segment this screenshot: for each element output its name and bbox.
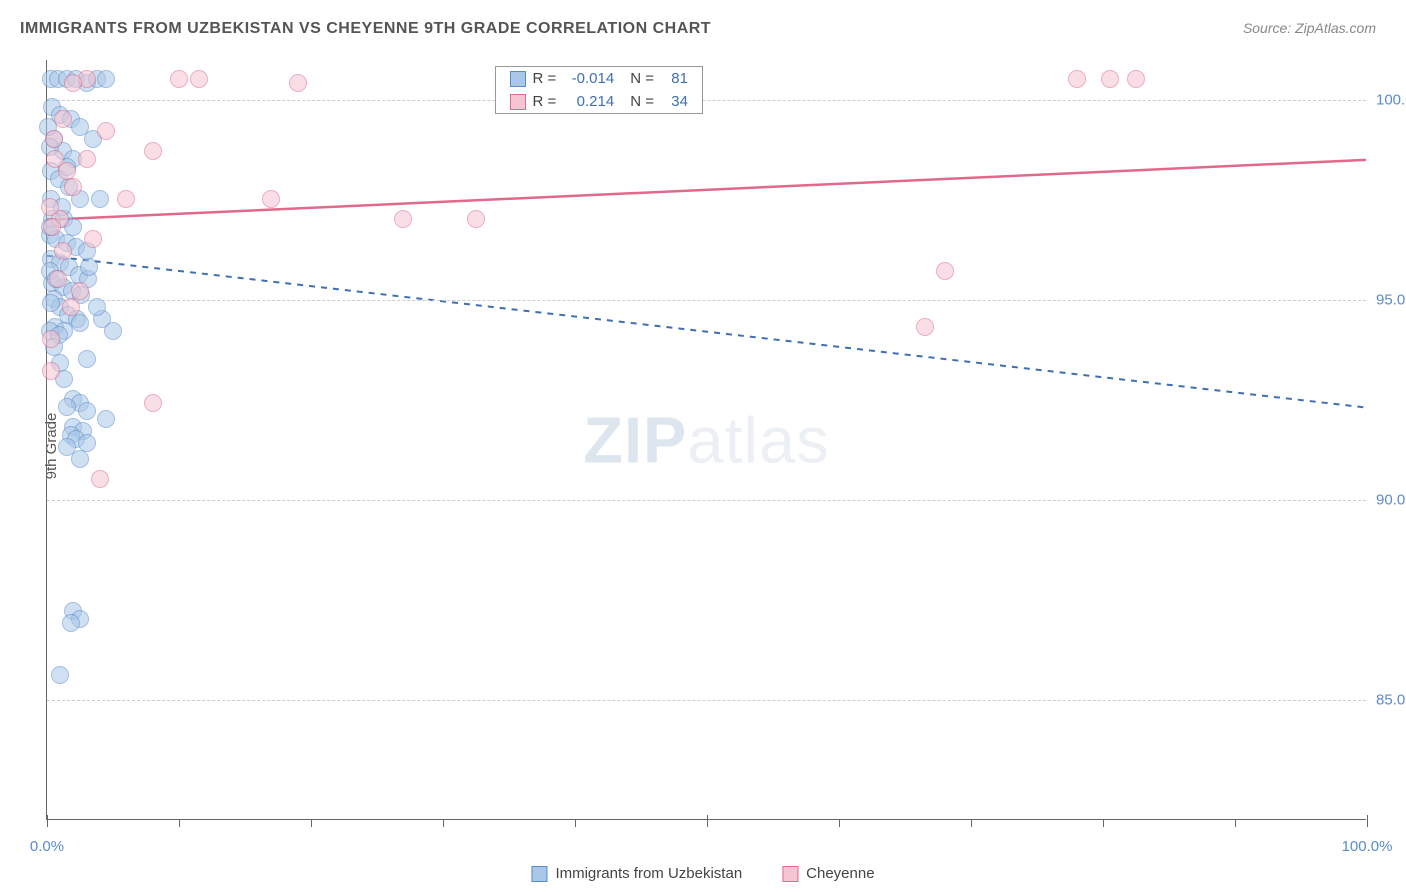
- data-point: [91, 190, 109, 208]
- x-tick: [1103, 819, 1104, 827]
- legend-row: R = 0.214 N = 34: [496, 90, 702, 113]
- data-point: [190, 70, 208, 88]
- legend-item: Immigrants from Uzbekistan: [531, 865, 742, 882]
- data-point: [394, 210, 412, 228]
- grid-line: [47, 500, 1366, 501]
- data-point: [916, 318, 934, 336]
- legend-n-value: 34: [660, 93, 688, 110]
- data-point: [58, 398, 76, 416]
- legend-row: R = -0.014 N = 81: [496, 67, 702, 90]
- x-tick: [971, 819, 972, 827]
- legend-r-value: -0.014: [562, 70, 614, 87]
- legend-swatch: [782, 866, 798, 882]
- data-point: [62, 298, 80, 316]
- legend-series-name: Cheyenne: [806, 865, 874, 882]
- data-point: [54, 242, 72, 260]
- legend-r-label: R =: [532, 93, 556, 110]
- data-point: [262, 190, 280, 208]
- data-point: [54, 110, 72, 128]
- watermark: ZIPatlas: [583, 402, 829, 477]
- data-point: [42, 330, 60, 348]
- x-tick-label: 100.0%: [1342, 838, 1393, 855]
- legend-item: Cheyenne: [782, 865, 874, 882]
- data-point: [170, 70, 188, 88]
- trend-line: [47, 256, 1366, 408]
- data-point: [144, 394, 162, 412]
- data-point: [117, 190, 135, 208]
- x-tick: [47, 815, 48, 827]
- data-point: [91, 470, 109, 488]
- x-tick: [839, 819, 840, 827]
- trend-line: [47, 160, 1366, 220]
- data-point: [41, 198, 59, 216]
- data-point: [46, 150, 64, 168]
- data-point: [97, 122, 115, 140]
- data-point: [84, 230, 102, 248]
- source-name: ZipAtlas.com: [1295, 20, 1376, 36]
- data-point: [51, 666, 69, 684]
- legend-stats: R = -0.014 N = 81 R = 0.214 N = 34: [495, 66, 703, 114]
- trendlines-svg: [47, 60, 1366, 819]
- data-point: [43, 218, 61, 236]
- x-tick: [311, 819, 312, 827]
- x-tick: [179, 819, 180, 827]
- source-credit: Source: ZipAtlas.com: [1243, 20, 1376, 36]
- legend-series-name: Immigrants from Uzbekistan: [555, 865, 742, 882]
- x-tick: [1367, 815, 1368, 827]
- x-tick-label: 0.0%: [30, 838, 64, 855]
- legend-swatch: [510, 94, 526, 110]
- data-point: [104, 322, 122, 340]
- x-tick: [443, 819, 444, 827]
- y-tick-label: 90.0%: [1368, 492, 1406, 509]
- legend-r-value: 0.214: [562, 93, 614, 110]
- grid-line: [47, 100, 1366, 101]
- plot-area: ZIPatlas 85.0%90.0%95.0%100.0%0.0%100.0%…: [46, 60, 1366, 820]
- data-point: [45, 130, 63, 148]
- data-point: [71, 282, 89, 300]
- watermark-rest: atlas: [687, 403, 829, 476]
- data-point: [289, 74, 307, 92]
- data-point: [49, 270, 67, 288]
- x-tick: [575, 819, 576, 827]
- grid-line: [47, 300, 1366, 301]
- source-prefix: Source:: [1243, 20, 1295, 36]
- data-point: [64, 178, 82, 196]
- data-point: [42, 362, 60, 380]
- legend-r-label: R =: [532, 70, 556, 87]
- y-tick-label: 95.0%: [1368, 292, 1406, 309]
- data-point: [78, 402, 96, 420]
- data-point: [71, 314, 89, 332]
- legend-swatch: [531, 866, 547, 882]
- data-point: [88, 298, 106, 316]
- legend-bottom: Immigrants from Uzbekistan Cheyenne: [531, 865, 874, 882]
- data-point: [97, 70, 115, 88]
- legend-swatch: [510, 71, 526, 87]
- data-point: [64, 74, 82, 92]
- grid-line: [47, 700, 1366, 701]
- data-point: [78, 150, 96, 168]
- data-point: [80, 258, 98, 276]
- data-point: [71, 450, 89, 468]
- chart-title: IMMIGRANTS FROM UZBEKISTAN VS CHEYENNE 9…: [20, 20, 711, 38]
- data-point: [42, 294, 60, 312]
- data-point: [78, 350, 96, 368]
- data-point: [936, 262, 954, 280]
- legend-n-label: N =: [630, 70, 654, 87]
- data-point: [97, 410, 115, 428]
- data-point: [1127, 70, 1145, 88]
- legend-n-label: N =: [630, 93, 654, 110]
- x-tick: [1235, 819, 1236, 827]
- x-tick: [707, 815, 708, 827]
- data-point: [144, 142, 162, 160]
- data-point: [467, 210, 485, 228]
- legend-n-value: 81: [660, 70, 688, 87]
- y-tick-label: 85.0%: [1368, 692, 1406, 709]
- watermark-bold: ZIP: [583, 403, 687, 476]
- chart-container: IMMIGRANTS FROM UZBEKISTAN VS CHEYENNE 9…: [0, 0, 1406, 892]
- data-point: [1101, 70, 1119, 88]
- y-tick-label: 100.0%: [1368, 92, 1406, 109]
- data-point: [1068, 70, 1086, 88]
- data-point: [62, 614, 80, 632]
